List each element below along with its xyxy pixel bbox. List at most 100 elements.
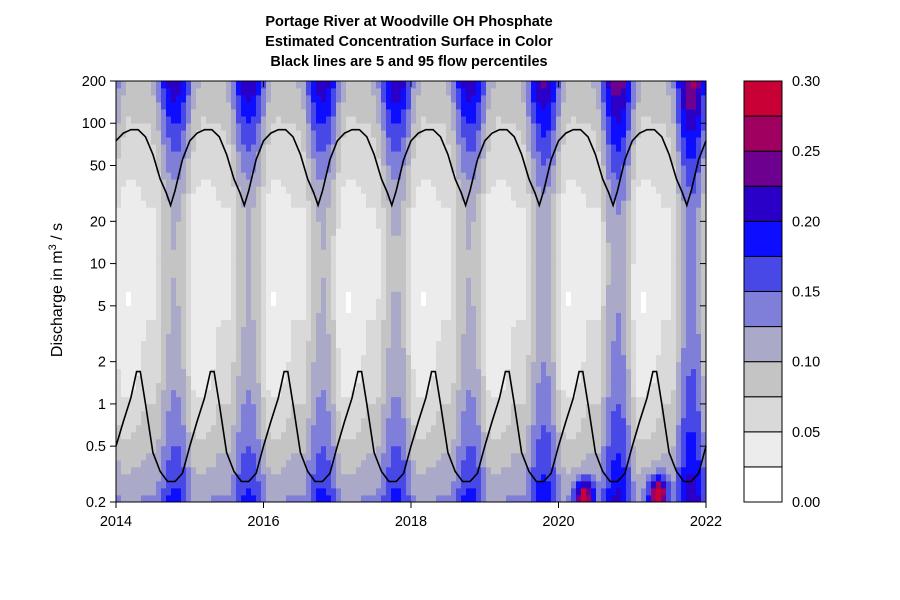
surface-cell (521, 284, 527, 292)
surface-cell (401, 375, 407, 384)
surface-cell (276, 130, 282, 138)
surface-cell (516, 214, 522, 222)
surface-cell (246, 305, 252, 313)
surface-cell (246, 389, 252, 398)
surface-cell (311, 200, 317, 208)
surface-cell (216, 263, 222, 271)
surface-cell (396, 242, 402, 250)
surface-cell (176, 445, 182, 454)
surface-cell (166, 396, 172, 405)
surface-cell (501, 347, 507, 356)
surface-cell (286, 445, 292, 454)
surface-cell (506, 319, 512, 327)
surface-cell (116, 452, 122, 461)
surface-cell (501, 116, 507, 124)
surface-cell (356, 277, 362, 285)
surface-cell (501, 312, 507, 320)
surface-cell (446, 445, 452, 454)
surface-cell (221, 452, 227, 461)
surface-cell (276, 186, 282, 194)
surface-cell (151, 270, 157, 278)
surface-cell (416, 312, 422, 320)
surface-cell (296, 389, 302, 398)
surface-cell (231, 158, 237, 166)
surface-cell (426, 438, 432, 447)
surface-cell (461, 151, 467, 159)
surface-cell (281, 109, 287, 117)
surface-cell (306, 382, 312, 391)
surface-cell (406, 179, 412, 187)
surface-cell (201, 214, 207, 222)
surface-cell (121, 396, 127, 405)
surface-cell (471, 242, 477, 250)
surface-cell (506, 466, 512, 475)
surface-cell (506, 410, 512, 419)
surface-cell (416, 424, 422, 433)
surface-cell (321, 123, 327, 131)
surface-cell (426, 494, 432, 503)
surface-cell (506, 347, 512, 356)
surface-cell (311, 410, 317, 419)
surface-cell (166, 186, 172, 194)
surface-cell (201, 473, 207, 482)
surface-cell (391, 382, 397, 391)
surface-cell (246, 242, 252, 250)
surface-cell (321, 242, 327, 250)
surface-cell (206, 172, 212, 180)
surface-cell (521, 445, 527, 454)
surface-cell (406, 494, 412, 503)
surface-cell (311, 480, 317, 489)
surface-cell (426, 410, 432, 419)
surface-cell (241, 354, 247, 363)
surface-cell (496, 333, 502, 342)
surface-cell (371, 494, 377, 503)
surface-cell (481, 200, 487, 208)
surface-cell (411, 123, 417, 131)
surface-cell (126, 410, 132, 419)
surface-cell (251, 459, 257, 468)
surface-cell (481, 81, 487, 89)
surface-cell (276, 354, 282, 363)
surface-cell (456, 81, 462, 89)
surface-cell (421, 403, 427, 412)
surface-cell (246, 480, 252, 489)
surface-cell (131, 459, 137, 468)
surface-cell (371, 235, 377, 243)
surface-cell (516, 95, 522, 103)
surface-cell (346, 277, 352, 285)
surface-cell (506, 144, 512, 152)
surface-cell (221, 95, 227, 103)
surface-cell (286, 95, 292, 103)
surface-cell (311, 137, 317, 145)
surface-cell (486, 410, 492, 419)
surface-cell (476, 354, 482, 363)
surface-cell (491, 228, 497, 236)
surface-cell (461, 109, 467, 117)
surface-cell (211, 431, 217, 440)
surface-cell (146, 431, 152, 440)
surface-cell (246, 263, 252, 271)
surface-cell (201, 102, 207, 110)
surface-cell (231, 249, 237, 257)
surface-cell (466, 424, 472, 433)
surface-cell (366, 263, 372, 271)
surface-cell (296, 109, 302, 117)
surface-cell (166, 466, 172, 475)
surface-cell (241, 193, 247, 201)
surface-cell (161, 382, 167, 391)
surface-cell (436, 109, 442, 117)
surface-cell (181, 368, 187, 377)
surface-cell (486, 340, 492, 349)
surface-cell (526, 480, 532, 489)
surface-cell (486, 270, 492, 278)
surface-cell (216, 249, 222, 257)
surface-cell (341, 305, 347, 313)
surface-cell (121, 452, 127, 461)
surface-cell (466, 333, 472, 342)
surface-cell (461, 445, 467, 454)
surface-cell (201, 438, 207, 447)
surface-cell (216, 298, 222, 306)
concentration-surface (116, 81, 707, 503)
surface-cell (316, 494, 322, 503)
surface-cell (196, 151, 202, 159)
